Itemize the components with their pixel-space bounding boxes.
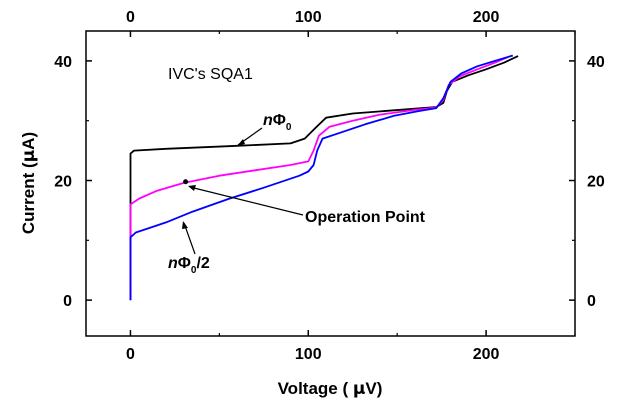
tick-labels: 0 100 200 0 100 200 0 20 40 0 20 40 (54, 9, 605, 363)
operation-point-marker (183, 179, 189, 185)
y-tick-label-left: 40 (54, 54, 72, 71)
annotation-arrows (182, 127, 304, 255)
y-tick-label-right: 20 (587, 174, 605, 191)
plot-frame (85, 30, 576, 337)
y-tick-label-left: 20 (54, 174, 72, 191)
n-phi0-label: nΦ0 (263, 112, 292, 133)
tick-marks (86, 31, 576, 336)
series-line-0 (129, 55, 519, 301)
title-note: IVC's SQA1 (168, 66, 253, 83)
x-tick-label-bottom: 200 (473, 346, 500, 363)
arrow-operation-point-head (188, 185, 196, 191)
x-axis-title: Voltage ( μV) (278, 379, 383, 399)
y-axis-title: Current (μA) (19, 132, 39, 234)
arrow-n-phi0-half-head (182, 221, 188, 229)
x-tick-label-bottom: 0 (126, 346, 135, 363)
series-line-1 (129, 56, 508, 301)
operation-point-label: Operation Point (305, 209, 426, 226)
arrow-operation-point (189, 186, 304, 216)
n-phi0-half-label: nΦ0/2 (168, 255, 210, 276)
arrow-n-phi0-head (237, 139, 245, 146)
y-tick-label-left: 0 (63, 293, 72, 310)
x-tick-label-top: 200 (473, 9, 500, 26)
y-tick-label-right: 40 (587, 54, 605, 71)
x-tick-label-bottom: 100 (295, 346, 322, 363)
series-lines (129, 54, 519, 301)
x-tick-label-top: 0 (126, 9, 135, 26)
series-line-2 (129, 54, 514, 301)
y-tick-label-right: 0 (587, 293, 596, 310)
x-tick-label-top: 100 (295, 9, 322, 26)
